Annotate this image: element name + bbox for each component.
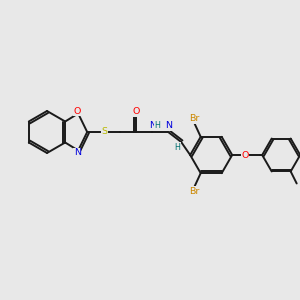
Text: N: N bbox=[74, 148, 81, 157]
Text: O: O bbox=[242, 151, 249, 160]
Text: N: N bbox=[165, 122, 172, 130]
Text: S: S bbox=[101, 128, 107, 136]
Text: H: H bbox=[154, 122, 160, 130]
Text: Br: Br bbox=[190, 114, 200, 123]
Text: O: O bbox=[133, 107, 140, 116]
Text: Br: Br bbox=[190, 187, 200, 196]
Text: N: N bbox=[149, 122, 156, 130]
Text: O: O bbox=[74, 107, 81, 116]
Text: H: H bbox=[174, 142, 180, 152]
